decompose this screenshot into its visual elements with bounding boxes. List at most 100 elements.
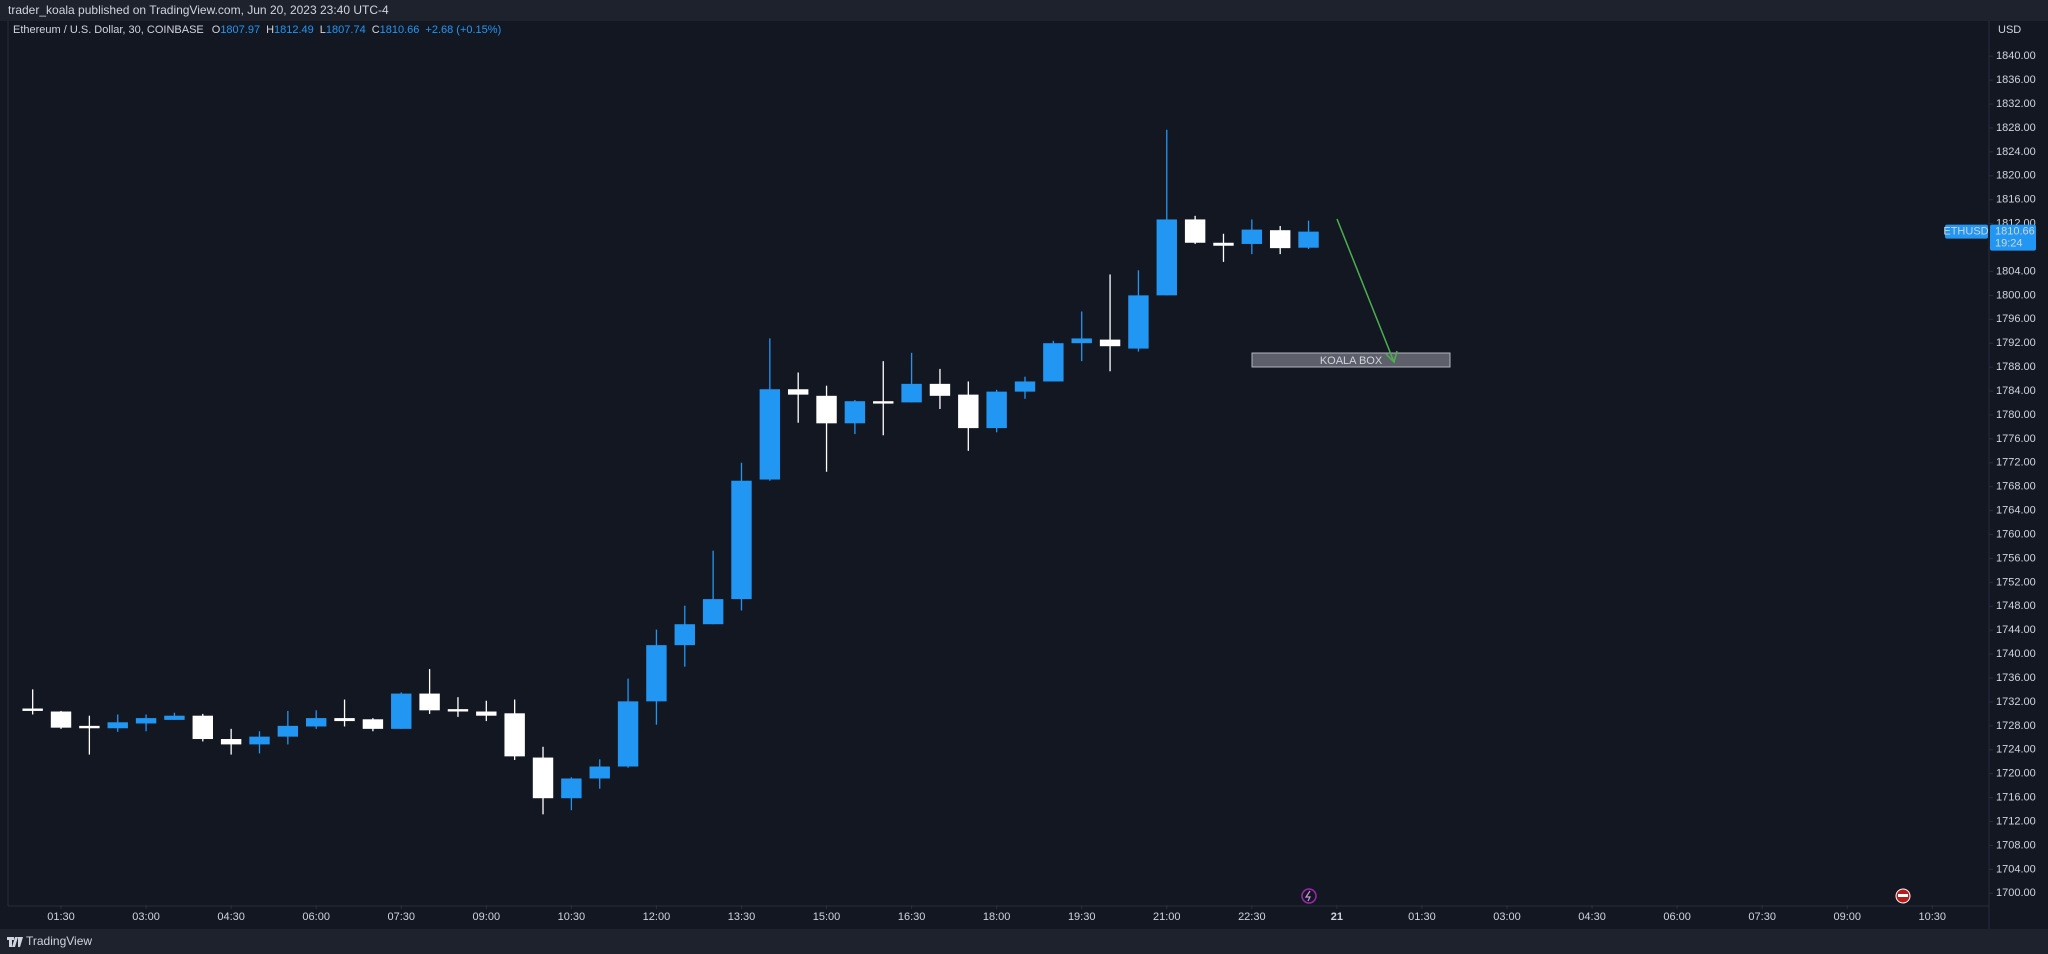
candle-body [79, 725, 100, 729]
h-label: H [266, 24, 275, 36]
y-tick-label: 1708.00 [1996, 839, 2036, 851]
x-tick-label: 06:00 [1663, 911, 1691, 923]
candle-body [929, 383, 951, 396]
published-text: trader_koala published on TradingView.co… [8, 3, 389, 17]
y-tick-label: 1776.00 [1996, 433, 2036, 445]
candle-body [1213, 242, 1234, 246]
symbol-tag-label: ETHUSD [1943, 226, 1988, 238]
l-value: 1807.74 [325, 24, 366, 36]
footer-bar: TradingView [0, 929, 2048, 954]
candle-body [731, 480, 752, 600]
y-tick-label: 1724.00 [1996, 744, 2036, 756]
price-tag-value: 1810.66 [1995, 226, 2035, 238]
candle-body [164, 715, 185, 720]
annotation-box [1251, 352, 1451, 368]
x-tick-label: 21:00 [1153, 911, 1181, 923]
x-tick-label: 01:30 [47, 911, 75, 923]
l-label: L [319, 24, 326, 36]
o-label: O [211, 24, 221, 36]
candle-body [844, 401, 866, 424]
chart-background [0, 21, 2048, 929]
logo [7, 937, 23, 947]
x-tick-label: 10:30 [558, 911, 586, 923]
y-tick-label: 1720.00 [1996, 768, 2036, 780]
candle-body [1184, 219, 1206, 243]
arrow-head [1385, 350, 1398, 364]
candle-body [391, 693, 412, 729]
candle-body [816, 395, 837, 424]
candle-body [22, 708, 43, 711]
y-tick-label: 1784.00 [1996, 385, 2036, 397]
ohlc-legend: Ethereum / U.S. Dollar, 30, COINBASE O 18… [13, 24, 507, 36]
y-tick-label: 1832.00 [1996, 98, 2036, 110]
candle-body [1043, 343, 1064, 382]
x-tick-label: 18:00 [983, 911, 1011, 923]
candle-body [986, 391, 1007, 429]
candle-body [447, 709, 469, 712]
candle-body [901, 383, 922, 403]
symbol: Ethereum / U.S. Dollar, 30, COINBASE [13, 24, 204, 36]
chart: USD 1700.00 1704.00 1708.00 1712.00 1716.00 1… [0, 21, 2048, 929]
candle-body [192, 715, 213, 740]
annotation-arrow [1336, 218, 1395, 363]
candle-body [958, 394, 979, 429]
y-tick-label: 1792.00 [1996, 337, 2036, 349]
x-tick-label: 07:30 [1748, 911, 1776, 923]
candle-body [419, 693, 440, 711]
y-tick-label: 1712.00 [1996, 815, 2036, 827]
y-tick-label: 1820.00 [1996, 170, 2036, 182]
x-tick-label: 06:00 [302, 911, 330, 923]
symbol-tag [1945, 224, 1988, 239]
y-tick-label: 1824.00 [1996, 146, 2036, 158]
change: +2.68 (+0.15%) [425, 24, 502, 36]
price-tag-countdown: 19:24 [1995, 238, 2023, 250]
brand: TradingView [26, 934, 93, 948]
y-tick-label: 1732.00 [1996, 696, 2036, 708]
y-tick-label: 1840.00 [1996, 50, 2036, 62]
candle-body [589, 766, 610, 779]
x-tick-label: 10:30 [1919, 911, 1947, 923]
candle-body [107, 722, 128, 729]
x-tick-label: 21 [1331, 911, 1343, 923]
y-tick-label: 1740.00 [1996, 648, 2036, 660]
candle-body [50, 711, 72, 728]
y-tick-label: 1716.00 [1996, 792, 2036, 804]
x-tick-label: 16:30 [898, 911, 926, 923]
currency-label: USD [1998, 24, 2021, 36]
y-tick-label: 1736.00 [1996, 672, 2036, 684]
candle-body [532, 757, 554, 799]
y-tick-label: 1764.00 [1996, 505, 2036, 517]
x-tick-label: 19:30 [1068, 911, 1096, 923]
candle-body [362, 719, 384, 729]
x-tick-label: 01:30 [1408, 911, 1436, 923]
x-tick-label: 12:00 [643, 911, 671, 923]
x-tick-label: 03:00 [132, 911, 160, 923]
c-value: 1810.66 [379, 24, 420, 36]
flag-icon-stripe [1898, 894, 1908, 897]
y-tick-label: 1796.00 [1996, 313, 2036, 325]
y-tick-label: 1804.00 [1996, 265, 2036, 277]
x-tick-label: 07:30 [387, 911, 415, 923]
header-bar: trader_koala published on TradingView.co… [0, 0, 2048, 21]
candle-body [305, 718, 327, 727]
x-tick-label: 04:30 [217, 911, 245, 923]
candle-body [1241, 229, 1263, 244]
y-tick-label: 1816.00 [1996, 194, 2036, 206]
x-tick-label: 03:00 [1493, 911, 1521, 923]
annotation-label: KOALA BOX [1320, 355, 1383, 367]
candle-body [617, 701, 639, 767]
candle-body [873, 401, 894, 404]
y-tick-label: 1760.00 [1996, 528, 2036, 540]
x-tick-label: 13:30 [728, 911, 756, 923]
y-tick-label: 1704.00 [1996, 863, 2036, 875]
y-tick-label: 1752.00 [1996, 576, 2036, 588]
c-label: C [371, 24, 380, 36]
o-value: 1807.97 [220, 24, 261, 36]
candle-body [702, 599, 724, 625]
candle-body [1298, 231, 1319, 248]
candle-body [1099, 339, 1121, 347]
y-tick-label: 1768.00 [1996, 481, 2036, 493]
price-tag [1990, 224, 2036, 251]
candle-body [135, 718, 157, 724]
